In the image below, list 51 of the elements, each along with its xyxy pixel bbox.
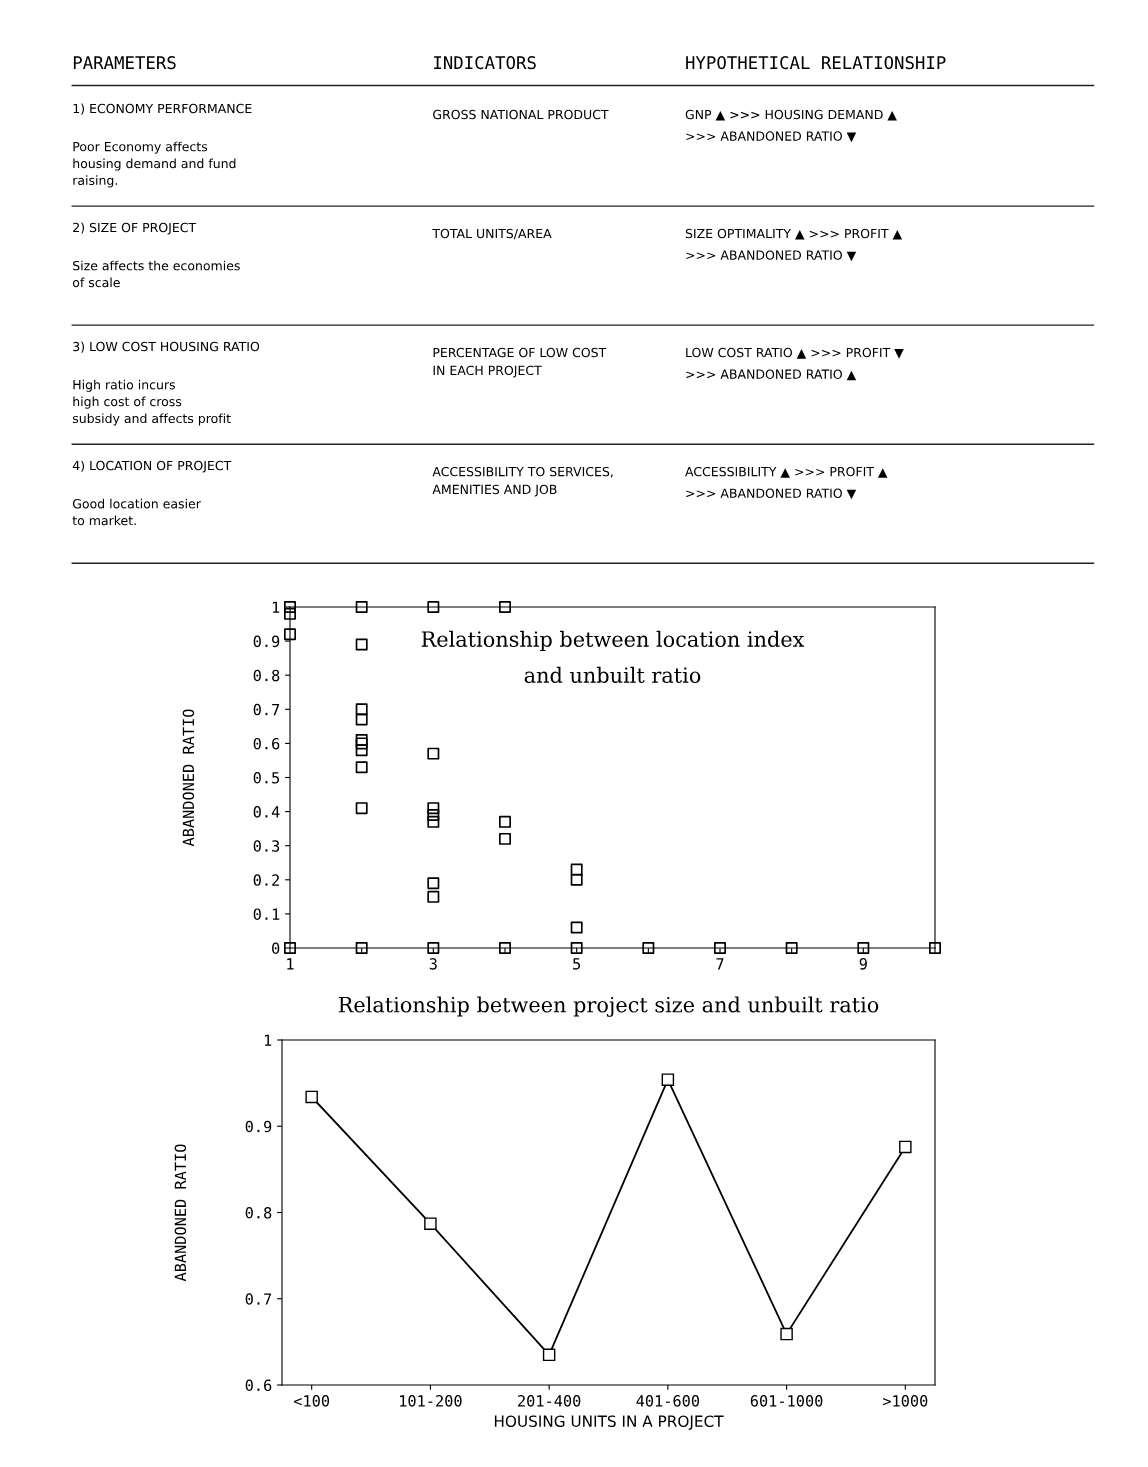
y-tick-label: 0.4 (253, 806, 280, 818)
x-axis-title: HOUSING UNITS IN A PROJECT (494, 1415, 724, 1430)
text: ACCESSIBILITY TO SERVICES, AMENITIES AND JOB (432, 466, 613, 497)
y-tick-label: 0.7 (253, 703, 280, 716)
y-tick-label: 0.7 (245, 1293, 272, 1305)
text: Good location easier to market. (72, 498, 201, 526)
y-tick-label: 0.3 (253, 840, 280, 852)
y-tick-label: 0 (272, 942, 280, 955)
x-tick-label: 9 (859, 958, 867, 970)
x-tick-label: 601-1000 (750, 1395, 823, 1407)
text: LOW COST RATIO ▲ >>> PROFIT ▼ >>> ABANDONED RATIO ▲ (686, 347, 904, 381)
y-tick-label: 0.9 (245, 1120, 272, 1133)
text: 1) ECONOMY PERFORMANCE (73, 103, 252, 115)
y-tick-label: 0.2 (253, 874, 279, 886)
x-tick-label: 101-200 (400, 1395, 462, 1407)
x-tick-label: 1 (287, 958, 294, 970)
y-tick-label: 0.8 (253, 669, 280, 682)
x-tick-label: 5 (573, 958, 581, 970)
text: 3) LOW COST HOUSING RATIO (73, 341, 260, 353)
x-tick-label: 401-600 (636, 1395, 700, 1407)
text: Size affects the economies of scale (72, 260, 240, 288)
text: High ratio incurs high cost of cross subsidy and affects profit (72, 379, 231, 426)
text: HYPOTHETICAL RELATIONSHIP (686, 56, 946, 70)
x-tick-label: 3 (429, 958, 437, 970)
text: 4) LOCATION OF PROJECT (72, 460, 232, 473)
text: GNP ▲ >>> HOUSING DEMAND ▲ >>> ABANDONED RATIO ▼ (685, 109, 897, 143)
text: PARAMETERS (73, 56, 176, 70)
text: TOTAL UNITS/AREA (432, 228, 552, 240)
y-tick-label: 0.5 (253, 772, 280, 784)
text: SIZE OPTIMALITY ▲ >>> PROFIT ▲ >>> ABANDONED RATIO ▼ (685, 228, 903, 262)
y-tick-label: 1 (272, 601, 280, 613)
y-tick-label: 0.8 (245, 1207, 272, 1219)
text: GROSS NATIONAL PRODUCT (433, 109, 609, 120)
y-tick-label: 0.6 (253, 737, 280, 750)
y-axis-title: ABANDONED RATIO (182, 709, 195, 847)
text: ACCESSIBILITY ▲ >>> PROFIT ▲ >>> ABANDONED RATIO ▼ (685, 466, 888, 500)
text: 2) SIZE OF PROJECT (73, 222, 197, 235)
x-tick-label: 201-400 (518, 1395, 581, 1407)
x-tick-label: >1000 (882, 1395, 928, 1407)
chart-title: Relationship between project size and unbuilt ratio (338, 996, 879, 1017)
x-tick-label: 7 (716, 958, 724, 970)
y-tick-label: 0.1 (253, 908, 280, 920)
text: PERCENTAGE OF LOW COST IN EACH PROJECT (433, 347, 607, 378)
text: Relationship between location index and unbuilt ratio (421, 630, 805, 683)
text: INDICATORS (434, 56, 536, 70)
text: Poor Economy affects housing demand and fund raising. (73, 141, 236, 188)
x-tick-label: <100 (293, 1395, 330, 1407)
y-tick-label: 0.9 (253, 635, 280, 648)
y-tick-label: 1 (264, 1034, 272, 1046)
y-axis-title: ABANDONED RATIO (174, 1144, 187, 1282)
y-tick-label: 0.6 (245, 1379, 272, 1392)
